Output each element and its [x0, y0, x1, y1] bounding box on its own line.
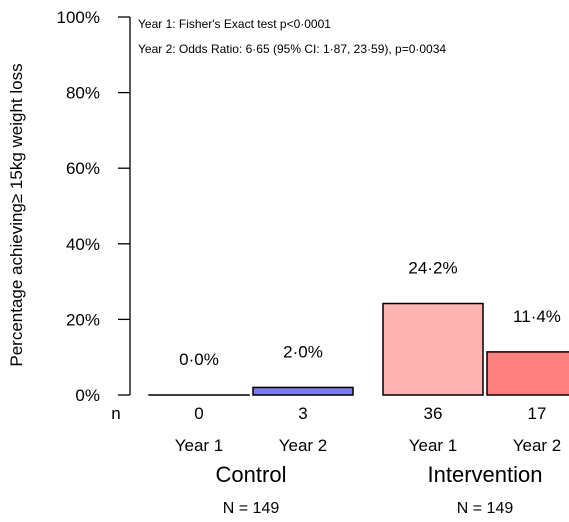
data-label: 2·0% [283, 342, 323, 361]
category-label: Year 2 [513, 436, 562, 455]
data-label: 11·4% [513, 307, 561, 326]
count-label: 0 [194, 404, 203, 423]
data-label: 0·0% [179, 350, 219, 369]
group-label: Control [216, 462, 287, 487]
count-axis-label: n [111, 404, 120, 423]
group-n-label: N = 149 [223, 500, 280, 517]
data-label: 24·2% [408, 259, 457, 278]
bars: 0·0% 0 Year 1 2·0% 3 Year 2 Control N = 149 24·2… [148, 259, 569, 517]
count-label: 3 [298, 404, 307, 423]
annotation-year2: Year 2: Odds Ratio: 6·65 (95% CI: 1·87, … [138, 42, 446, 56]
bar [252, 386, 354, 396]
y-tick-label: 0% [75, 386, 100, 405]
bar [382, 302, 484, 396]
group-n-label: N = 149 [457, 500, 514, 517]
y-tick-label: 40% [66, 235, 100, 254]
group-label: Intervention [428, 462, 543, 487]
count-label: 36 [424, 404, 443, 423]
annotation-year1: Year 1: Fisher's Exact test p<0·0001 [138, 17, 331, 31]
y-axis: 0% 20% 40% 60% 80% 100% [57, 8, 131, 405]
count-label: 17 [528, 404, 547, 423]
y-tick-label: 60% [66, 159, 100, 178]
y-axis-label: Percentage achieving≥ 15kg weight loss [7, 63, 26, 366]
y-tick-label: 20% [66, 310, 100, 329]
y-tick-label: 100% [57, 8, 100, 27]
category-label: Year 2 [279, 436, 328, 455]
y-tick-label: 80% [66, 84, 100, 103]
category-label: Year 1 [175, 436, 224, 455]
bar [486, 351, 569, 396]
category-label: Year 1 [409, 436, 458, 455]
